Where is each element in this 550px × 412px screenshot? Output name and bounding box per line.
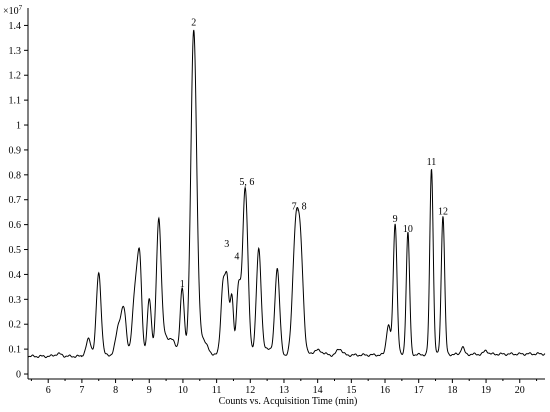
y-tick-label: 0.6 bbox=[9, 220, 22, 231]
x-tick-label: 17 bbox=[414, 385, 424, 396]
x-tick-label: 14 bbox=[313, 385, 323, 396]
x-tick-label: 7 bbox=[79, 385, 84, 396]
y-tick-label: 1.2 bbox=[9, 71, 22, 82]
y-tick-label: 1 bbox=[16, 121, 21, 132]
peak-label: 11 bbox=[427, 157, 437, 168]
x-axis-ticks: 6 7 8 9 10 11 12 13 14 15 16 17 18 19 20 bbox=[30, 379, 538, 396]
y-tick-label: 0.3 bbox=[9, 295, 22, 306]
x-tick-label: 8 bbox=[113, 385, 118, 396]
x-tick-label: 10 bbox=[178, 385, 188, 396]
chromatogram-line bbox=[27, 29, 546, 359]
x-tick-label: 16 bbox=[380, 385, 390, 396]
x-tick-label: 12 bbox=[245, 385, 255, 396]
y-tick-label: 1.3 bbox=[9, 46, 22, 57]
y-tick-label: 0.2 bbox=[9, 320, 22, 331]
x-axis-title: Counts vs. Acquisition Time (min) bbox=[219, 396, 358, 407]
x-tick-label: 20 bbox=[515, 385, 525, 396]
series-layer bbox=[27, 29, 546, 359]
x-tick-label: 19 bbox=[481, 385, 491, 396]
y-tick-label: 0.4 bbox=[9, 270, 22, 281]
x-tick-label: 18 bbox=[447, 385, 457, 396]
peak-label: 4 bbox=[234, 251, 239, 262]
x-tick-label: 13 bbox=[279, 385, 289, 396]
peak-label: 7, 8 bbox=[292, 202, 307, 213]
peak-label: 5, 6 bbox=[239, 177, 254, 188]
y-tick-label: 1.1 bbox=[9, 96, 22, 107]
y-tick-label: 1.4 bbox=[9, 21, 22, 32]
peak-label: 2 bbox=[191, 17, 196, 28]
y-axis-ticks: 0 0.1 0.2 0.3 0.4 0.5 0.6 0.7 0.8 0.9 1 1.1 1.2 1.3 1.… bbox=[9, 21, 28, 381]
x-tick-label: 6 bbox=[46, 385, 51, 396]
x-tick-label: 15 bbox=[346, 385, 356, 396]
y-tick-label: 0.5 bbox=[9, 245, 22, 256]
x-tick-label: 9 bbox=[147, 385, 152, 396]
peak-label: 3 bbox=[224, 239, 229, 250]
peak-label: 12 bbox=[438, 207, 448, 218]
peak-label: 9 bbox=[393, 214, 398, 225]
y-tick-label: 0.9 bbox=[9, 145, 22, 156]
y-tick-label: 0.7 bbox=[9, 195, 22, 206]
x-tick-label: 11 bbox=[212, 385, 222, 396]
peak-label: 1 bbox=[180, 279, 185, 290]
y-scale-label: ×107 bbox=[3, 4, 23, 17]
axes bbox=[27, 8, 545, 380]
y-tick-label: 0 bbox=[16, 370, 21, 381]
y-tick-label: 0.8 bbox=[9, 170, 22, 181]
y-tick-label: 0.1 bbox=[9, 345, 22, 356]
peak-label: 10 bbox=[403, 224, 413, 235]
